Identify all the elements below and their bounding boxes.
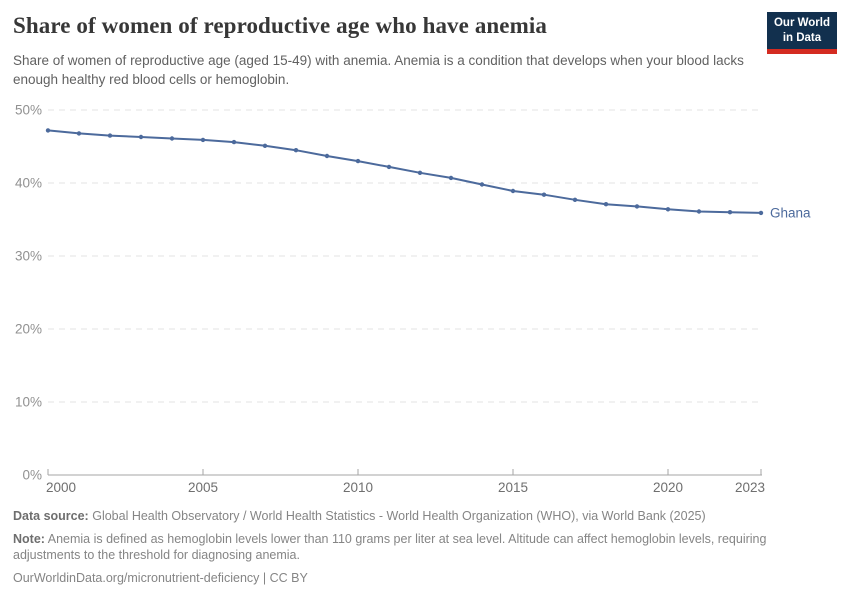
owid-logo-line1: Our World xyxy=(773,17,830,29)
y-tick-label: 40% xyxy=(15,176,42,191)
data-point[interactable] xyxy=(541,192,547,197)
series-label[interactable]: Ghana xyxy=(770,205,811,220)
x-tick-label: 2023 xyxy=(735,480,765,495)
note-line: Note: Anemia is defined as hemoglobin le… xyxy=(13,531,803,564)
y-tick-label: 20% xyxy=(15,322,42,337)
note-label: Note: xyxy=(13,531,45,546)
chart-footer: Data source: Global Health Observatory /… xyxy=(13,508,803,592)
data-point[interactable] xyxy=(293,148,299,153)
data-source-text: Global Health Observatory / World Health… xyxy=(92,509,706,523)
note-text: Anemia is defined as hemoglobin levels l… xyxy=(13,531,767,563)
data-point[interactable] xyxy=(76,131,82,136)
data-point[interactable] xyxy=(758,210,764,216)
data-point[interactable] xyxy=(107,133,113,138)
data-point[interactable] xyxy=(169,136,175,141)
x-tick-label: 2000 xyxy=(46,480,76,495)
chart-subtitle: Share of women of reproductive age (aged… xyxy=(13,53,744,87)
data-source-label: Data source: xyxy=(13,509,89,523)
x-tick-label: 2005 xyxy=(188,480,218,495)
data-point[interactable] xyxy=(665,207,671,212)
data-point[interactable] xyxy=(603,202,609,207)
data-point[interactable] xyxy=(696,209,702,214)
data-point[interactable] xyxy=(448,175,454,181)
x-tick-label: 2015 xyxy=(498,480,528,495)
y-tick-label: 10% xyxy=(15,395,42,410)
data-point[interactable] xyxy=(200,137,206,143)
data-point[interactable] xyxy=(727,210,733,215)
line-chart[interactable]: 0% 10% 20% 30% 40% 50% 2000 2005 2010 2015 2020 202… xyxy=(0,95,850,500)
data-point[interactable] xyxy=(324,153,330,159)
data-point[interactable] xyxy=(386,164,392,170)
y-tick-label: 0% xyxy=(22,468,42,483)
x-tick-label: 2010 xyxy=(343,480,373,495)
data-point[interactable] xyxy=(510,188,516,194)
citation-link[interactable]: OurWorldinData.org/micronutrient-deficie… xyxy=(13,570,308,585)
ghana-line[interactable] xyxy=(47,129,762,214)
data-source-line: Data source: Global Health Observatory /… xyxy=(13,508,803,525)
data-point[interactable] xyxy=(355,158,361,164)
data-point[interactable] xyxy=(479,182,485,187)
data-point[interactable] xyxy=(634,204,640,209)
data-point[interactable] xyxy=(231,139,237,145)
owid-logo-line2: in Data xyxy=(782,31,822,44)
data-point[interactable] xyxy=(572,197,578,202)
x-tick-label: 2020 xyxy=(653,480,683,495)
owid-logo[interactable]: Our World in Data xyxy=(766,12,837,55)
page-title: Share of women of reproductive age who h… xyxy=(13,13,547,38)
data-point[interactable] xyxy=(45,128,51,133)
y-tick-label: 30% xyxy=(15,249,42,264)
data-point[interactable] xyxy=(262,143,268,148)
data-point[interactable] xyxy=(417,170,423,175)
data-point[interactable] xyxy=(138,134,144,140)
y-tick-label: 50% xyxy=(15,103,42,118)
